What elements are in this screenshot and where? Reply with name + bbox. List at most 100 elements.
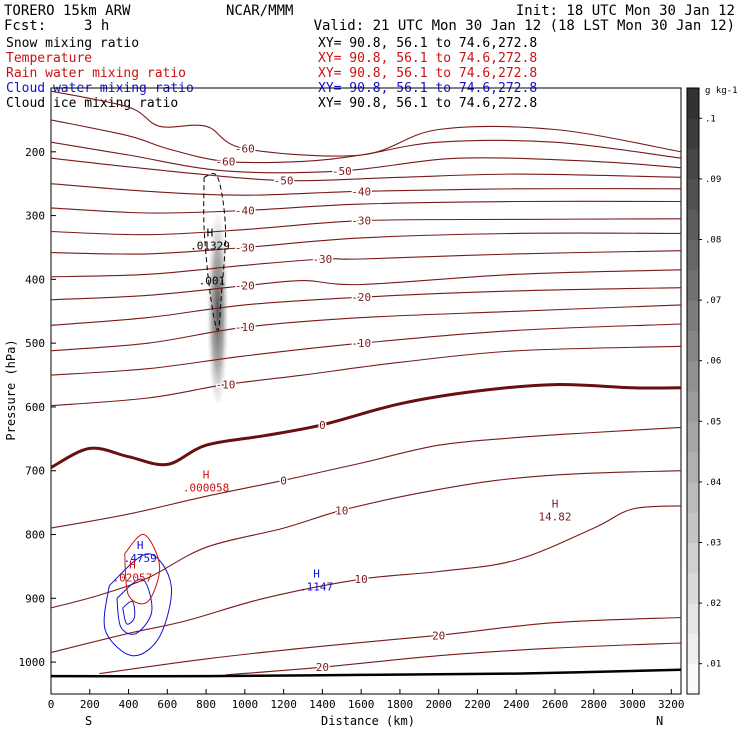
ground-surface-line: [51, 668, 681, 678]
x-tick-label: 1200: [270, 698, 297, 711]
colorbar-swatch: [687, 178, 699, 210]
extremum-marker: H: [203, 469, 210, 482]
extremum-value: 14.82: [538, 510, 571, 523]
x-tick-label: 3200: [658, 698, 685, 711]
x-tick-label: 400: [119, 698, 139, 711]
y-tick-label: 500: [25, 337, 45, 350]
colorbar-swatch: [687, 360, 699, 392]
colorbar-label: .1: [705, 114, 716, 124]
isotherm-label: -10: [235, 321, 255, 334]
x-axis: 0 200 400 600 800 1000 1200 1400 1600 1800 2000 220…: [48, 689, 685, 711]
legend-field-xy: XY= 90.8, 56.1 to 74.6,272.8: [318, 36, 537, 51]
isotherm-label: -50: [332, 165, 352, 178]
colorbar-label: .03: [705, 539, 721, 549]
colorbar-swatch: [687, 118, 699, 150]
colorbar-swatch: [687, 239, 699, 271]
isotherm-line: [51, 304, 681, 352]
extremum-marker: H: [552, 497, 559, 510]
colorbar-swatch: [687, 300, 699, 331]
isotherm-label: -20: [235, 280, 255, 293]
colorbar-swatch: [687, 451, 699, 483]
isotherm-label: -30: [312, 253, 332, 266]
extremum-marker: H: [207, 226, 214, 239]
isotherm-label: -50: [274, 174, 294, 187]
x-tick-label: 2800: [581, 698, 608, 711]
colorbar-swatch: [687, 603, 699, 634]
colorbar-swatch: [687, 330, 699, 362]
org-label: NCAR/MMM: [226, 3, 293, 19]
isotherm-line: [51, 157, 681, 182]
extremum-value: .01329: [190, 239, 230, 252]
colorbar-label: .04: [705, 478, 721, 488]
isotherm-label: 0: [280, 474, 287, 487]
init-time: Init: 18 UTC Mon 30 Jan 12: [516, 3, 735, 19]
isotherm-line: [99, 616, 681, 675]
x-tick-label: 2400: [503, 698, 530, 711]
extremum-value: .02057: [113, 572, 153, 585]
colorbar-swatch: [687, 481, 699, 513]
legend-field-name: Cloud ice mixing ratio: [6, 96, 178, 111]
x-tick-label: 2000: [425, 698, 452, 711]
colorbar-swatch: [687, 148, 699, 180]
legend-field-name: Temperature: [6, 51, 92, 66]
y-axis-label: Pressure (hPa): [4, 339, 18, 440]
isotherm-line: [51, 141, 681, 174]
legend-field-xy: XY= 90.8, 56.1 to 74.6,272.8: [318, 96, 537, 111]
y-tick-label: 300: [25, 210, 45, 223]
endpoint-right-label: N: [656, 714, 663, 728]
y-tick-label: 800: [25, 529, 45, 542]
legend-field-xy: XY= 90.8, 56.1 to 74.6,272.8: [318, 66, 537, 81]
colorbar-label: .01: [705, 660, 721, 670]
isotherm-label: -20: [351, 291, 371, 304]
legend-field-name: Snow mixing ratio: [6, 36, 139, 51]
y-tick-label: 400: [25, 273, 45, 286]
model-title: TORERO 15km ARW: [4, 3, 131, 19]
isotherm-line: [51, 323, 681, 376]
isotherm-line: [51, 90, 681, 157]
isotherm-line: [51, 218, 681, 236]
isotherm-label: -40: [235, 204, 255, 217]
isotherm-line: [51, 345, 681, 407]
snow-mixing-ratio-shading: [206, 196, 229, 404]
x-tick-label: 1600: [348, 698, 375, 711]
colorbar-swatch: [687, 542, 699, 574]
fcst-label: Fcst:: [4, 18, 46, 34]
isotherm-label: -60: [235, 143, 255, 156]
field-legend: Snow mixing ratio XY= 90.8, 56.1 to 74.6,…: [6, 36, 537, 111]
colorbar-label: .07: [705, 296, 721, 306]
isotherm-label: -10: [351, 337, 371, 350]
isotherm-label: -30: [351, 215, 371, 228]
extremum-value: .001: [199, 274, 226, 287]
x-tick-label: 200: [80, 698, 100, 711]
colorbar-unit: g kg-1: [705, 86, 738, 96]
valid-time: Valid: 21 UTC Mon 30 Jan 12 (18 LST Mon …: [314, 18, 735, 34]
isotherm-label: -30: [235, 241, 255, 254]
x-tick-label: 1400: [309, 698, 336, 711]
x-tick-label: 1800: [387, 698, 414, 711]
y-tick-label: 700: [25, 465, 45, 478]
extremum-marker: H: [313, 568, 320, 581]
x-tick-label: 2600: [542, 698, 569, 711]
colorbar-label: .05: [705, 417, 721, 427]
isotherm-label: -60: [216, 155, 236, 168]
isotherm-line: [225, 642, 681, 676]
isotherm-label: -40: [351, 185, 371, 198]
isotherm-line: [51, 287, 681, 326]
fcst-value: 3 h: [84, 18, 109, 34]
colorbar-swatch: [687, 633, 699, 665]
x-tick-label: 600: [157, 698, 177, 711]
legend-field-xy: XY= 90.8, 56.1 to 74.6,272.8: [318, 51, 537, 66]
cloud-water-contours: [103, 553, 173, 657]
isotherm-label: 20: [316, 661, 329, 674]
x-axis-label: Distance (km): [321, 714, 415, 728]
isotherm-line: [51, 232, 681, 255]
y-tick-label: 200: [25, 146, 45, 159]
rain-water-contours: [124, 533, 161, 605]
colorbar-swatch: [687, 572, 699, 604]
extremum-marker: H: [137, 539, 144, 552]
extremum-value: .1147: [300, 581, 333, 594]
isotherm-line: [51, 470, 681, 609]
colorbar-frame: [686, 87, 700, 695]
